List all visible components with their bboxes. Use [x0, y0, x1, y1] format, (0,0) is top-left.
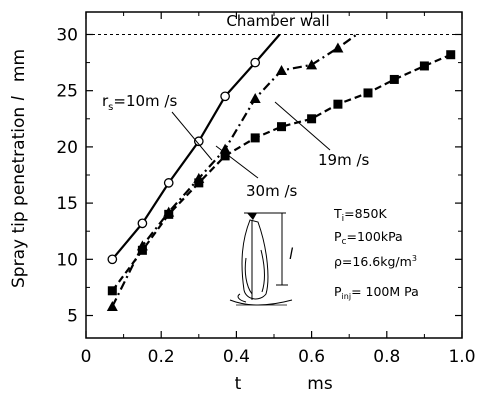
data-point-square — [220, 151, 230, 161]
y-tick-label: 20 — [56, 138, 78, 158]
x-axis-label: t — [235, 374, 242, 394]
x-axis-unit: ms — [307, 374, 333, 394]
data-point-triangle — [306, 59, 318, 70]
data-point-square — [107, 286, 117, 296]
data-point-circle — [220, 91, 230, 102]
x-tick-label: 1.0 — [448, 347, 475, 367]
data-point-triangle — [276, 64, 288, 75]
x-tick-label: 0 — [81, 347, 92, 367]
condition-injection: Pinj= 100M Pa — [334, 284, 419, 301]
data-point-circle — [137, 218, 148, 229]
series-pointer-30 — [215, 145, 259, 179]
series-markers — [106, 42, 456, 312]
data-point-square — [307, 114, 317, 124]
data-point-triangle — [332, 42, 344, 53]
x-tick-labels: 0 0.2 0.4 0.6 0.8 1.0 — [81, 347, 476, 367]
conditions-block: Ti=850K Pc=100kPa ρ=16.6kg/m3 Pinj= 100M… — [333, 206, 419, 301]
condition-temperature: Ti=850K — [333, 206, 387, 224]
y-tick-labels: 5 10 15 20 25 30 — [56, 25, 78, 326]
x-tick-label: 0.6 — [298, 347, 325, 367]
y-tick-label: 10 — [56, 250, 78, 270]
inset-symbol: l — [289, 245, 294, 263]
series-label-10: rs=10m /s — [102, 92, 177, 113]
data-point-square — [446, 50, 456, 60]
data-point-circle — [250, 57, 261, 68]
series-label-30: 30m /s — [246, 182, 298, 200]
data-point-square — [333, 99, 343, 109]
y-tick-label: 15 — [56, 194, 78, 214]
data-point-square — [250, 133, 260, 143]
spray-inset-icon: l — [229, 212, 294, 306]
data-point-square — [363, 88, 373, 98]
data-point-triangle — [249, 93, 261, 104]
axis-ticks — [85, 12, 463, 338]
data-point-circle — [193, 136, 204, 147]
data-point-square — [277, 122, 287, 132]
series-line-0 — [111, 33, 281, 261]
condition-density: ρ=16.6kg/m3 — [334, 254, 417, 269]
y-tick-label: 25 — [56, 82, 78, 102]
chamber-wall-label: Chamber wall — [226, 12, 329, 30]
data-point-circle — [163, 178, 174, 188]
data-point-square — [164, 209, 174, 219]
y-axis-label: Spray tip penetrationlmm — [9, 49, 29, 288]
data-point-triangle — [106, 301, 118, 312]
series-pointer-19 — [274, 101, 331, 151]
y-tick-label: 5 — [67, 307, 78, 327]
data-point-square — [194, 178, 204, 188]
data-point-square — [389, 74, 399, 84]
series-line-1 — [111, 33, 358, 308]
series-label-19: 19m /s — [318, 151, 370, 169]
series-pointer-10 — [171, 111, 213, 161]
x-tick-label: 0.2 — [148, 347, 175, 367]
x-tick-label: 0.8 — [373, 347, 400, 367]
x-tick-label: 0.4 — [223, 347, 250, 367]
y-tick-label: 30 — [56, 25, 78, 45]
data-point-square — [419, 61, 429, 71]
data-point-square — [137, 245, 147, 255]
condition-pressure: Pc=100kPa — [334, 229, 403, 247]
data-point-circle — [107, 254, 118, 265]
